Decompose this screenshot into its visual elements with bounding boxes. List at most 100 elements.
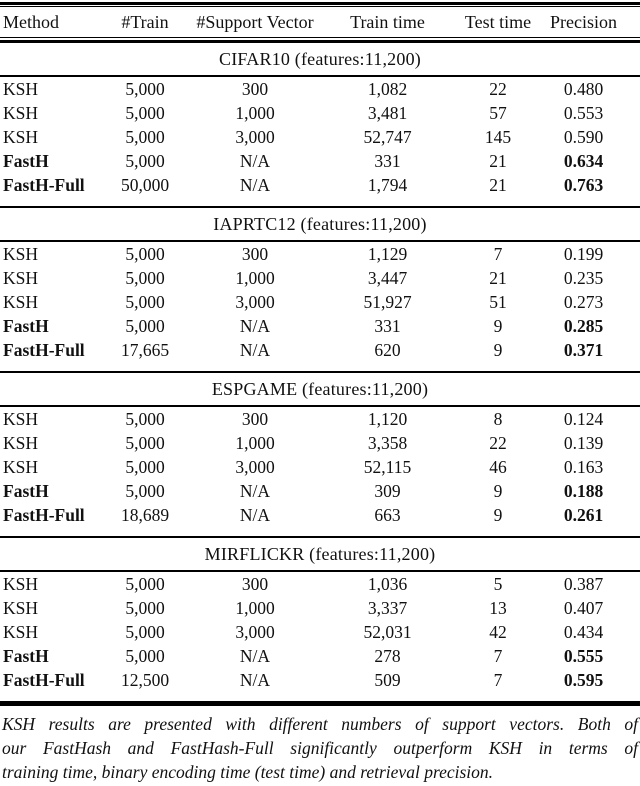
section-rows: KSH 5,000 300 1,120 8 0.124 KSH 5,000 1,000 3,358… (0, 407, 640, 536)
cell-support: 300 (241, 78, 269, 99)
cell-precision: 0.235 (563, 267, 604, 288)
cell-precision: 0.285 (563, 315, 604, 336)
cell-precision: 0.555 (563, 645, 604, 666)
cell-train-time: 3,447 (367, 267, 408, 288)
cell-train: 5,000 (125, 267, 165, 288)
table-row: KSH 5,000 3,000 52,115 46 0.163 (0, 455, 640, 479)
table-row: FastH 5,000 N/A 278 7 0.555 (0, 644, 640, 668)
section-title-rule-divider (0, 570, 640, 572)
cell-precision: 0.434 (563, 621, 604, 642)
cell-test-time: 8 (493, 408, 503, 429)
cell-support: 300 (241, 243, 269, 264)
cell-train: 5,000 (125, 243, 165, 264)
column-header-precision: Precision (550, 11, 617, 32)
cell-test-time: 7 (493, 645, 503, 666)
table-row: KSH 5,000 300 1,082 22 0.480 (0, 77, 640, 101)
cell-train: 5,000 (125, 456, 165, 477)
column-header-support-vector: #Support Vector (196, 11, 314, 32)
cell-train: 5,000 (125, 102, 165, 123)
cell-support: N/A (239, 504, 271, 525)
cell-precision: 0.553 (563, 102, 604, 123)
cell-support: 300 (241, 408, 269, 429)
cell-train-time: 1,129 (367, 243, 408, 264)
cell-support: 3,000 (235, 456, 275, 477)
table-row: KSH 5,000 1,000 3,358 22 0.139 (0, 431, 640, 455)
cell-test-time: 22 (489, 78, 507, 99)
cell-train: 5,000 (125, 78, 165, 99)
cell-method: FastH (3, 150, 49, 171)
cell-train-time: 3,481 (367, 102, 408, 123)
column-header-method: Method (3, 11, 59, 32)
cell-method: KSH (3, 456, 39, 477)
cell-train: 5,000 (125, 597, 165, 618)
cell-support: 1,000 (235, 267, 275, 288)
cell-train: 5,000 (125, 621, 165, 642)
bottom-rule-divider (0, 701, 640, 706)
section-rows: KSH 5,000 300 1,129 7 0.199 KSH 5,000 1,000 3,447… (0, 242, 640, 371)
cell-train-time: 1,036 (367, 573, 408, 594)
cell-support: N/A (239, 339, 271, 360)
cell-train-time: 52,031 (363, 621, 412, 642)
cell-method: KSH (3, 573, 39, 594)
column-header-train-time: Train time (350, 11, 425, 32)
cell-precision: 0.273 (563, 291, 604, 312)
results-table-body: CIFAR10 (features:11,200) KSH 5,000 300 1,08… (0, 43, 640, 701)
cell-precision: 0.261 (563, 504, 604, 525)
cell-train-time: 1,794 (367, 174, 408, 195)
table-row: KSH 5,000 300 1,036 5 0.387 (0, 572, 640, 596)
cell-precision: 0.590 (563, 126, 604, 147)
cell-method: FastH-Full (3, 339, 85, 360)
cell-train: 5,000 (125, 573, 165, 594)
cell-test-time: 21 (489, 150, 507, 171)
section-title: MIRFLICKR (features:11,200) (0, 538, 640, 570)
cell-train-time: 3,337 (367, 597, 408, 618)
section-title-text: IAPRTC12 (features:11,200) (213, 213, 427, 234)
cell-train: 5,000 (125, 315, 165, 336)
cell-train: 5,000 (125, 480, 165, 501)
cell-method: FastH-Full (3, 504, 85, 525)
section-rows: KSH 5,000 300 1,082 22 0.480 KSH 5,000 1,000 3,48… (0, 77, 640, 206)
top-rule-divider (0, 2, 640, 7)
cell-train: 12,500 (120, 669, 170, 690)
cell-support: 3,000 (235, 621, 275, 642)
cell-train-time: 1,120 (367, 408, 408, 429)
cell-train: 17,665 (120, 339, 170, 360)
section-title-rule-divider (0, 240, 640, 242)
table-row: KSH 5,000 3,000 52,031 42 0.434 (0, 620, 640, 644)
cell-support: 1,000 (235, 432, 275, 453)
cell-method: KSH (3, 102, 39, 123)
table-caption: KSH results are presented with different… (0, 712, 640, 784)
cell-precision: 0.199 (563, 243, 604, 264)
table-row: KSH 5,000 3,000 51,927 51 0.273 (0, 290, 640, 314)
cell-train: 50,000 (120, 174, 170, 195)
cell-train-time: 51,927 (363, 291, 412, 312)
cell-support: 3,000 (235, 126, 275, 147)
cell-precision: 0.480 (563, 78, 604, 99)
section-title: ESPGAME (features:11,200) (0, 373, 640, 405)
cell-support: 300 (241, 573, 269, 594)
cell-test-time: 9 (493, 480, 503, 501)
cell-support: N/A (239, 315, 271, 336)
table-row: FastH 5,000 N/A 331 21 0.634 (0, 149, 640, 173)
cell-precision: 0.595 (563, 669, 604, 690)
cell-test-time: 145 (484, 126, 512, 147)
cell-support: N/A (239, 669, 271, 690)
cell-train: 5,000 (125, 408, 165, 429)
cell-test-time: 42 (489, 621, 507, 642)
cell-precision: 0.371 (563, 339, 604, 360)
cell-method: KSH (3, 78, 39, 99)
cell-support: 1,000 (235, 597, 275, 618)
cell-method: KSH (3, 243, 39, 264)
caption-line: our FastHash and FastHash-Full significa… (2, 738, 638, 758)
table-row: FastH 5,000 N/A 331 9 0.285 (0, 314, 640, 338)
table-row: KSH 5,000 300 1,129 7 0.199 (0, 242, 640, 266)
table-row: FastH 5,000 N/A 309 9 0.188 (0, 479, 640, 503)
cell-test-time: 9 (493, 315, 503, 336)
cell-train: 5,000 (125, 150, 165, 171)
table-row: FastH-Full 12,500 N/A 509 7 0.595 (0, 668, 640, 692)
cell-test-time: 57 (489, 102, 507, 123)
cell-test-time: 5 (493, 573, 503, 594)
table-row: KSH 5,000 1,000 3,447 21 0.235 (0, 266, 640, 290)
cell-test-time: 22 (489, 432, 507, 453)
